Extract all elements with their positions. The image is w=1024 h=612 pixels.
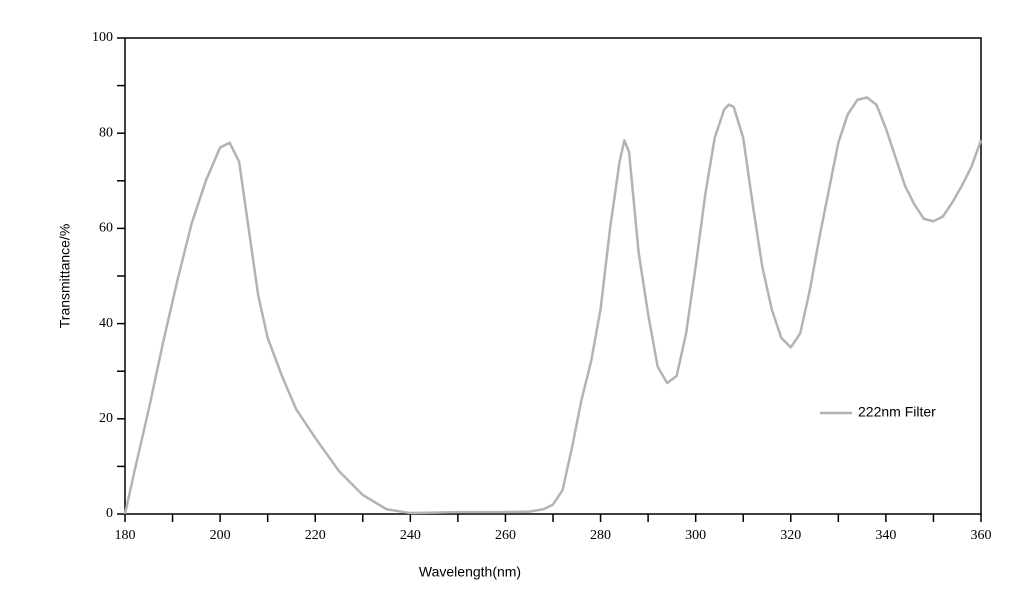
y-tick-label: 0 [106,506,113,521]
legend-label: 222nm Filter [858,404,936,420]
x-tick-label: 220 [305,528,326,543]
x-tick-label: 260 [495,528,516,543]
y-tick-label: 100 [92,30,113,45]
x-tick-label: 280 [590,528,611,543]
x-tick-label: 360 [971,528,992,543]
x-tick-label: 200 [210,528,231,543]
x-tick-label: 300 [685,528,706,543]
y-axis-label: Transmittance/% [57,224,73,329]
line-series [123,96,983,515]
x-tick-label: 340 [875,528,896,543]
plot-frame [124,37,982,515]
y-tick-label: 60 [99,221,113,236]
x-axis-label: Wavelength(nm) [419,564,521,580]
x-tick-label: 320 [780,528,801,543]
x-tick-label: 180 [115,528,136,543]
y-tick-label: 20 [99,411,113,426]
x-tick-label: 240 [400,528,421,543]
y-tick-label: 80 [99,125,113,140]
y-tick-label: 40 [99,316,113,331]
